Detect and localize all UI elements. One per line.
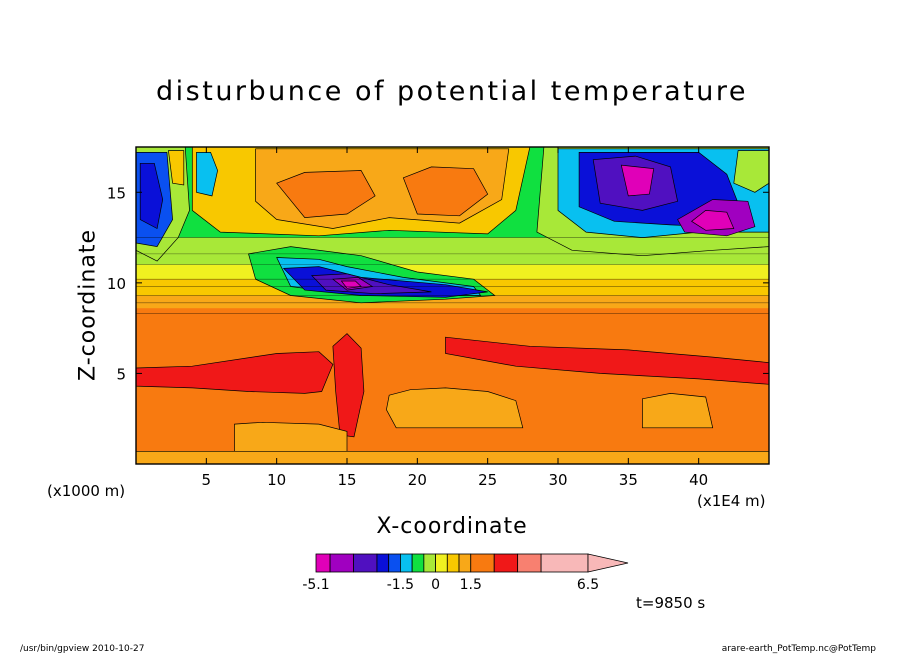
field-band	[136, 295, 769, 309]
colorbar-box	[517, 553, 542, 573]
footer-program-date: /usr/bin/gpview 2010-10-27	[20, 644, 145, 654]
chart-title: disturbunce of potential temperature	[156, 76, 748, 107]
x-tick-label: 25	[478, 471, 497, 489]
colorbar-box	[353, 553, 378, 573]
surface-layer	[136, 450, 769, 464]
colorbar-box	[493, 553, 519, 573]
right-edge-green	[733, 150, 769, 193]
colorbar-label: 0	[431, 577, 440, 593]
colorbar-box	[423, 553, 436, 573]
colorbar-box	[411, 553, 425, 573]
lower-red-right	[445, 336, 769, 385]
right-cold-magenta	[620, 164, 655, 197]
y-tick-label: 10	[107, 275, 126, 293]
x-tick-label: 15	[337, 471, 356, 489]
x-tick-label: 35	[619, 471, 638, 489]
upper-orange-cell-right	[402, 166, 489, 217]
lower-red-center	[332, 333, 365, 438]
colorbar-box	[540, 553, 589, 573]
left-cold-core	[139, 162, 164, 230]
colorbar-box	[400, 553, 413, 573]
left-cold-column	[196, 152, 218, 197]
colorbar-box	[458, 553, 472, 573]
low-level-pool-center	[386, 387, 524, 429]
colorbar-box	[446, 553, 460, 573]
colorbar-box	[376, 553, 390, 573]
y-tick-label: 5	[116, 365, 126, 383]
x-axis-label: X-coordinate	[376, 514, 528, 539]
x-tick-label: 10	[267, 471, 286, 489]
plot-frame	[135, 146, 770, 465]
x-tick-label: 40	[689, 471, 708, 489]
z-unit-label: (x1000 m)	[47, 482, 126, 500]
lower-red-left	[136, 351, 334, 394]
colorbar-label: 1.5	[460, 577, 482, 593]
left-warm-column	[168, 150, 185, 186]
colorbar-triangle	[587, 553, 629, 573]
x-tick-label: 20	[408, 471, 427, 489]
colorbar-box	[329, 553, 354, 573]
colorbar-label: -1.5	[387, 577, 414, 593]
colorbar-box	[388, 553, 401, 573]
colorbar-label: 6.5	[577, 577, 599, 593]
y-tick-label: 15	[107, 184, 126, 202]
colorbar-box	[315, 553, 331, 573]
low-level-pool-right	[642, 393, 714, 429]
x-tick-label: 30	[548, 471, 567, 489]
footer-source-file: arare-earth_PotTemp.nc@PotTemp	[721, 644, 876, 654]
time-annotation: t=9850 s	[636, 594, 706, 612]
colorbar-box	[470, 553, 495, 573]
colorbar-box	[435, 553, 448, 573]
upper-orange-cell-left	[276, 170, 376, 218]
colorbar-label: -5.1	[302, 577, 329, 593]
x-unit-label: (x1E4 m)	[697, 492, 766, 510]
x-tick-label: 5	[202, 471, 212, 489]
right-cold-magenta-lower	[690, 210, 735, 231]
